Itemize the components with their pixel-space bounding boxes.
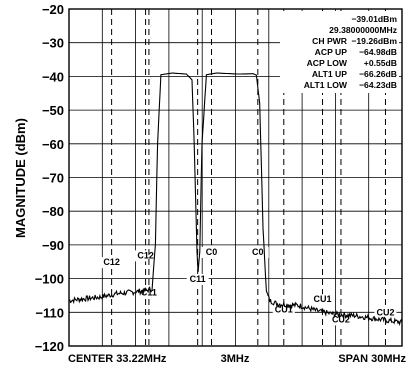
readout-label: CH PWR [312, 36, 348, 46]
readout-box [280, 11, 399, 93]
readout-label: ACP UP [315, 47, 348, 57]
channel-marker-label: C12 [137, 250, 154, 260]
readout-value: −64.23dB [359, 80, 397, 90]
readout-value: −19.26dBm [351, 36, 397, 46]
channel-marker-label: CU2 [332, 314, 350, 324]
channel-marker-label-bg [246, 247, 269, 259]
y-tick-label: −30 [42, 36, 64, 51]
y-tick-label: −70 [42, 171, 64, 186]
grid-layer [69, 9, 402, 346]
plot-frame [68, 8, 403, 347]
channel-marker-label: C12 [103, 257, 120, 267]
channel-marker-label: C0 [252, 247, 264, 257]
channel-marker-label-bg [200, 247, 223, 259]
readout-value: +0.55dB [364, 58, 397, 68]
y-tick-label: −90 [42, 238, 64, 253]
channel-marker-label-bg [134, 250, 157, 262]
y-tick-label: −110 [35, 305, 64, 320]
channel-marker-label: C11 [141, 287, 157, 297]
readout-value: −64.98dB [359, 47, 397, 57]
x-span-label: SPAN 30MHz [338, 353, 406, 365]
y-tick-label: −20 [42, 2, 64, 17]
readout-label: ACP LOW [307, 58, 348, 68]
channel-marker-label-bg [374, 307, 397, 319]
readout-value: −39.01dBm [351, 14, 397, 24]
channel-marker-label-bg [311, 294, 334, 306]
channel-marker-label-bg [100, 257, 123, 269]
readout-value: 29.38000000MHz [329, 25, 397, 35]
readout-label: ALT1 UP [312, 69, 347, 79]
y-tick-label: −50 [42, 103, 64, 118]
y-tick-labels: −20 −30 −40 −50 −60 −70 −80 −90 −100 −110 −120 [35, 2, 64, 354]
readout-value: −66.26dB [359, 69, 397, 79]
channel-marker-label-bg [272, 304, 295, 316]
channel-marker-label-bg [186, 273, 209, 285]
y-tick-label: −100 [35, 272, 64, 287]
channel-marker-label-bg [137, 287, 160, 299]
y-tick-label: −120 [35, 339, 64, 354]
y-axis-label: MAGNITUDE (dBm) [13, 118, 28, 238]
y-tick-label: −40 [42, 69, 64, 84]
y-tick-label: −80 [42, 204, 64, 219]
channel-marker-label: CU1 [275, 304, 293, 314]
x-division-label: 3MHz [221, 353, 250, 365]
readout-label: ALT1 LOW [304, 80, 348, 90]
y-tick-label: −60 [42, 137, 64, 152]
channel-marker-label: CU1 [314, 294, 332, 304]
channel-marker-label-bg [329, 314, 352, 326]
channel-marker-label: C11 [190, 274, 206, 284]
channel-marker-label: C0 [206, 247, 218, 257]
channel-marker-label: CU2 [376, 308, 394, 318]
x-center-label: CENTER 33.22MHz [68, 353, 167, 365]
spectrum-trace [68, 72, 403, 327]
